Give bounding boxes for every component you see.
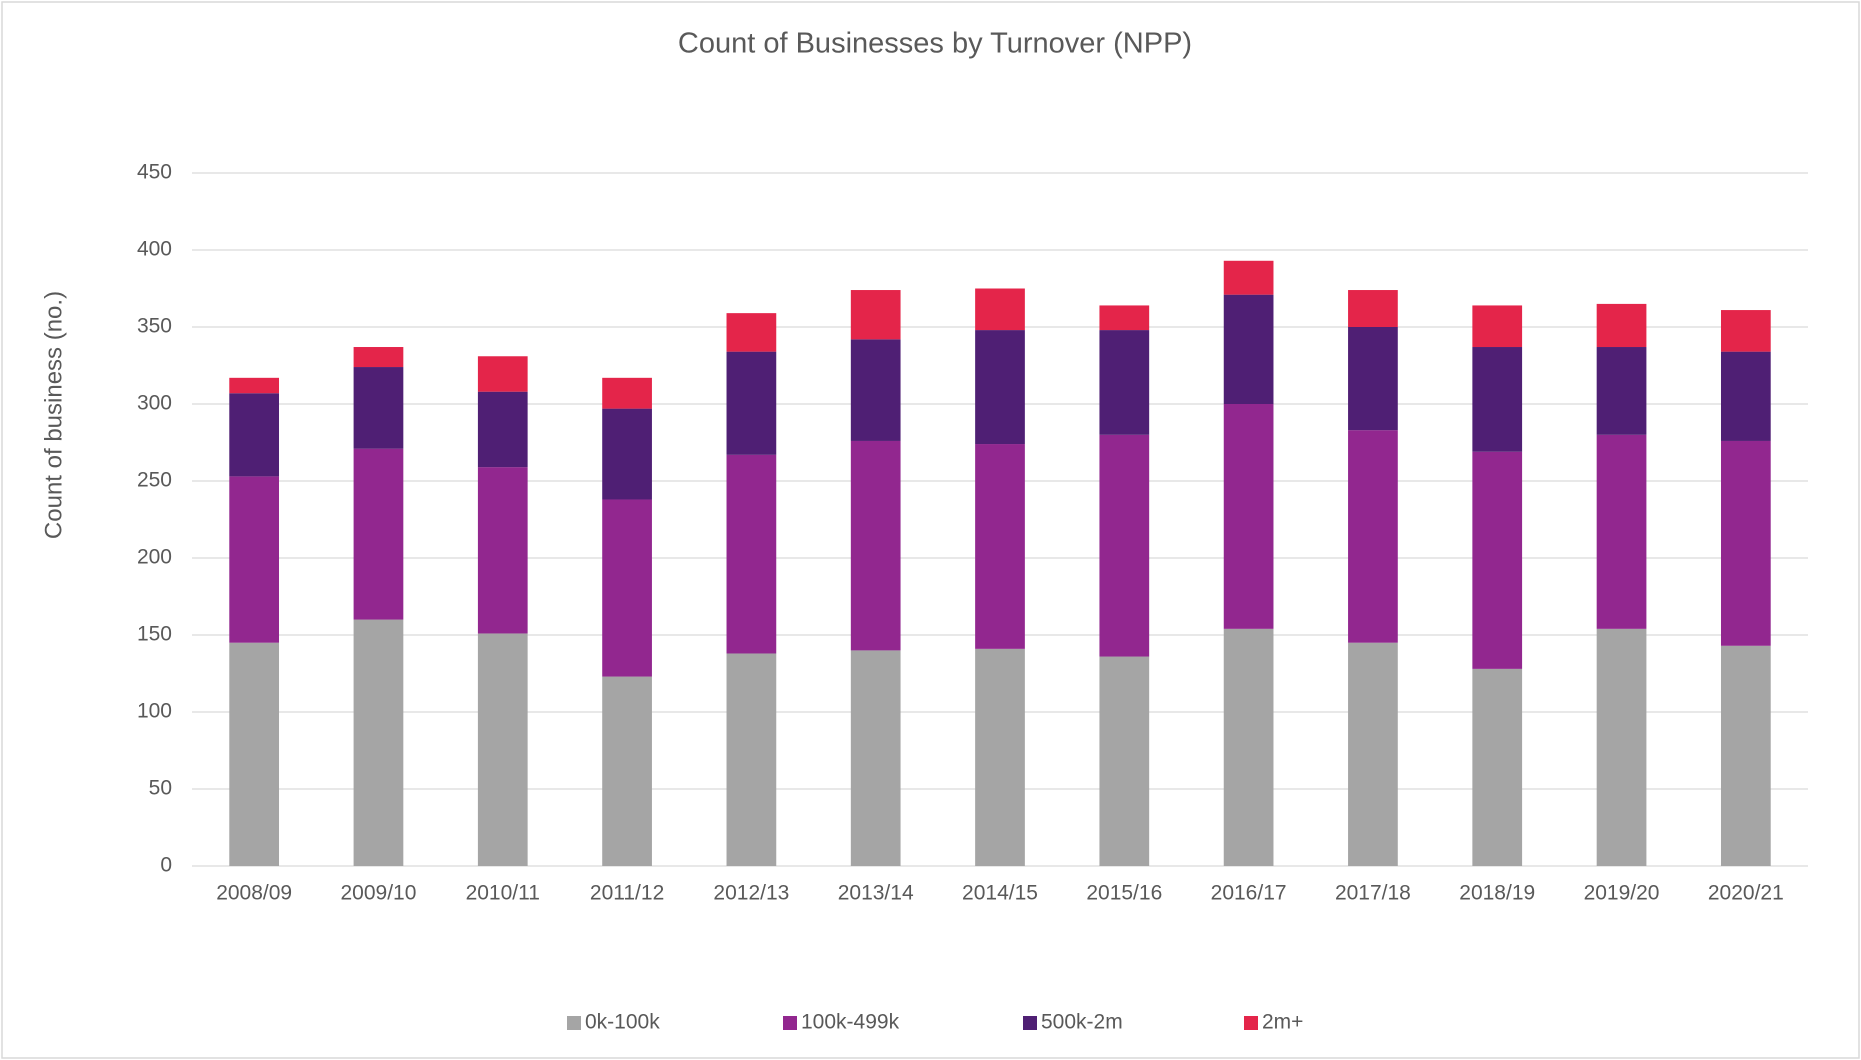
legend-label: 500k-2m — [1041, 1011, 1123, 1034]
bar-segment — [602, 676, 652, 866]
bar-segment — [1472, 451, 1523, 669]
bar-segment — [1596, 434, 1647, 629]
bar-segment — [477, 633, 528, 866]
bar-segment — [1596, 347, 1647, 435]
bar-segment — [1720, 351, 1771, 441]
bar-segment — [1720, 440, 1771, 646]
legend-swatch — [783, 1016, 797, 1030]
bar-segment — [1472, 668, 1523, 866]
bar-segment — [1472, 347, 1523, 452]
bar-segment — [1223, 628, 1274, 866]
bar-segment — [1596, 628, 1647, 866]
bar-segment — [1596, 303, 1647, 348]
bar-segment — [850, 339, 901, 441]
bar-segment — [1099, 330, 1150, 435]
x-tick-label: 2013/14 — [838, 882, 914, 905]
bar-segment — [1472, 305, 1523, 348]
bar-segment — [229, 476, 280, 643]
chart-title: Count of Businesses by Turnover (NPP) — [678, 28, 1192, 60]
bar-segment — [975, 444, 1025, 649]
x-tick-label: 2016/17 — [1211, 882, 1287, 905]
bar-segment — [229, 377, 280, 394]
bar-segment — [353, 367, 404, 449]
bar-segment — [229, 642, 280, 866]
bar-segment — [602, 377, 652, 409]
legend-label: 100k-499k — [801, 1011, 900, 1034]
bar-segment — [1348, 430, 1398, 643]
bar-segment — [726, 454, 777, 654]
bar-segment — [1099, 434, 1150, 657]
y-tick-label: 50 — [149, 777, 172, 800]
x-tick-label: 2017/18 — [1335, 882, 1411, 905]
y-tick-label: 150 — [137, 623, 172, 646]
bar-segment — [1720, 645, 1771, 866]
x-tick-label: 2020/21 — [1708, 882, 1784, 905]
y-tick-label: 350 — [137, 315, 172, 338]
bar-segment — [975, 648, 1025, 866]
y-tick-label: 450 — [137, 161, 172, 184]
bar-segment — [1348, 642, 1398, 866]
y-tick-label: 250 — [137, 469, 172, 492]
legend-swatch — [1244, 1016, 1258, 1030]
x-tick-label: 2018/19 — [1459, 882, 1535, 905]
x-tick-label: 2014/15 — [962, 882, 1038, 905]
bar-segment — [477, 467, 528, 634]
bar-segment — [1099, 305, 1150, 331]
x-tick-label: 2012/13 — [713, 882, 789, 905]
bar-segment — [850, 440, 901, 651]
y-axis-label: Count of business (no.) — [40, 291, 67, 539]
bar-segment — [353, 347, 404, 368]
bar-segment — [1223, 404, 1274, 629]
x-tick-label: 2011/12 — [590, 882, 664, 905]
bar-segment — [353, 619, 404, 866]
bar-segment — [1348, 290, 1398, 327]
x-tick-label: 2010/11 — [466, 882, 540, 905]
legend-swatch — [567, 1016, 581, 1030]
y-tick-label: 300 — [137, 392, 172, 415]
bar-segment — [850, 290, 901, 340]
legend-label: 2m+ — [1262, 1011, 1303, 1034]
bar-segment — [477, 356, 528, 392]
bar-segment — [1223, 260, 1274, 295]
bar-segment — [353, 448, 404, 620]
bar-segment — [1720, 310, 1771, 352]
bar-segment — [602, 408, 652, 500]
x-tick-label: 2019/20 — [1584, 882, 1660, 905]
bar-segment — [477, 391, 528, 468]
bar-segment — [975, 330, 1025, 445]
bar-segment — [1099, 656, 1150, 866]
x-tick-label: 2009/10 — [341, 882, 417, 905]
legend-label: 0k-100k — [585, 1011, 660, 1034]
bar-segment — [975, 288, 1025, 331]
y-tick-label: 100 — [137, 700, 172, 723]
bar-segment — [726, 313, 777, 352]
y-tick-label: 200 — [137, 546, 172, 569]
y-tick-label: 400 — [137, 238, 172, 261]
bar-segment — [726, 351, 777, 455]
bar-segment — [1348, 327, 1398, 431]
bar-segment — [1223, 294, 1274, 404]
bar-segment — [850, 650, 901, 866]
y-tick-label: 0 — [160, 854, 172, 877]
bar-segment — [726, 653, 777, 866]
x-tick-label: 2008/09 — [216, 882, 292, 905]
x-tick-label: 2015/16 — [1086, 882, 1162, 905]
bar-segment — [602, 499, 652, 677]
legend-swatch — [1023, 1016, 1037, 1030]
bar-segment — [229, 393, 280, 477]
